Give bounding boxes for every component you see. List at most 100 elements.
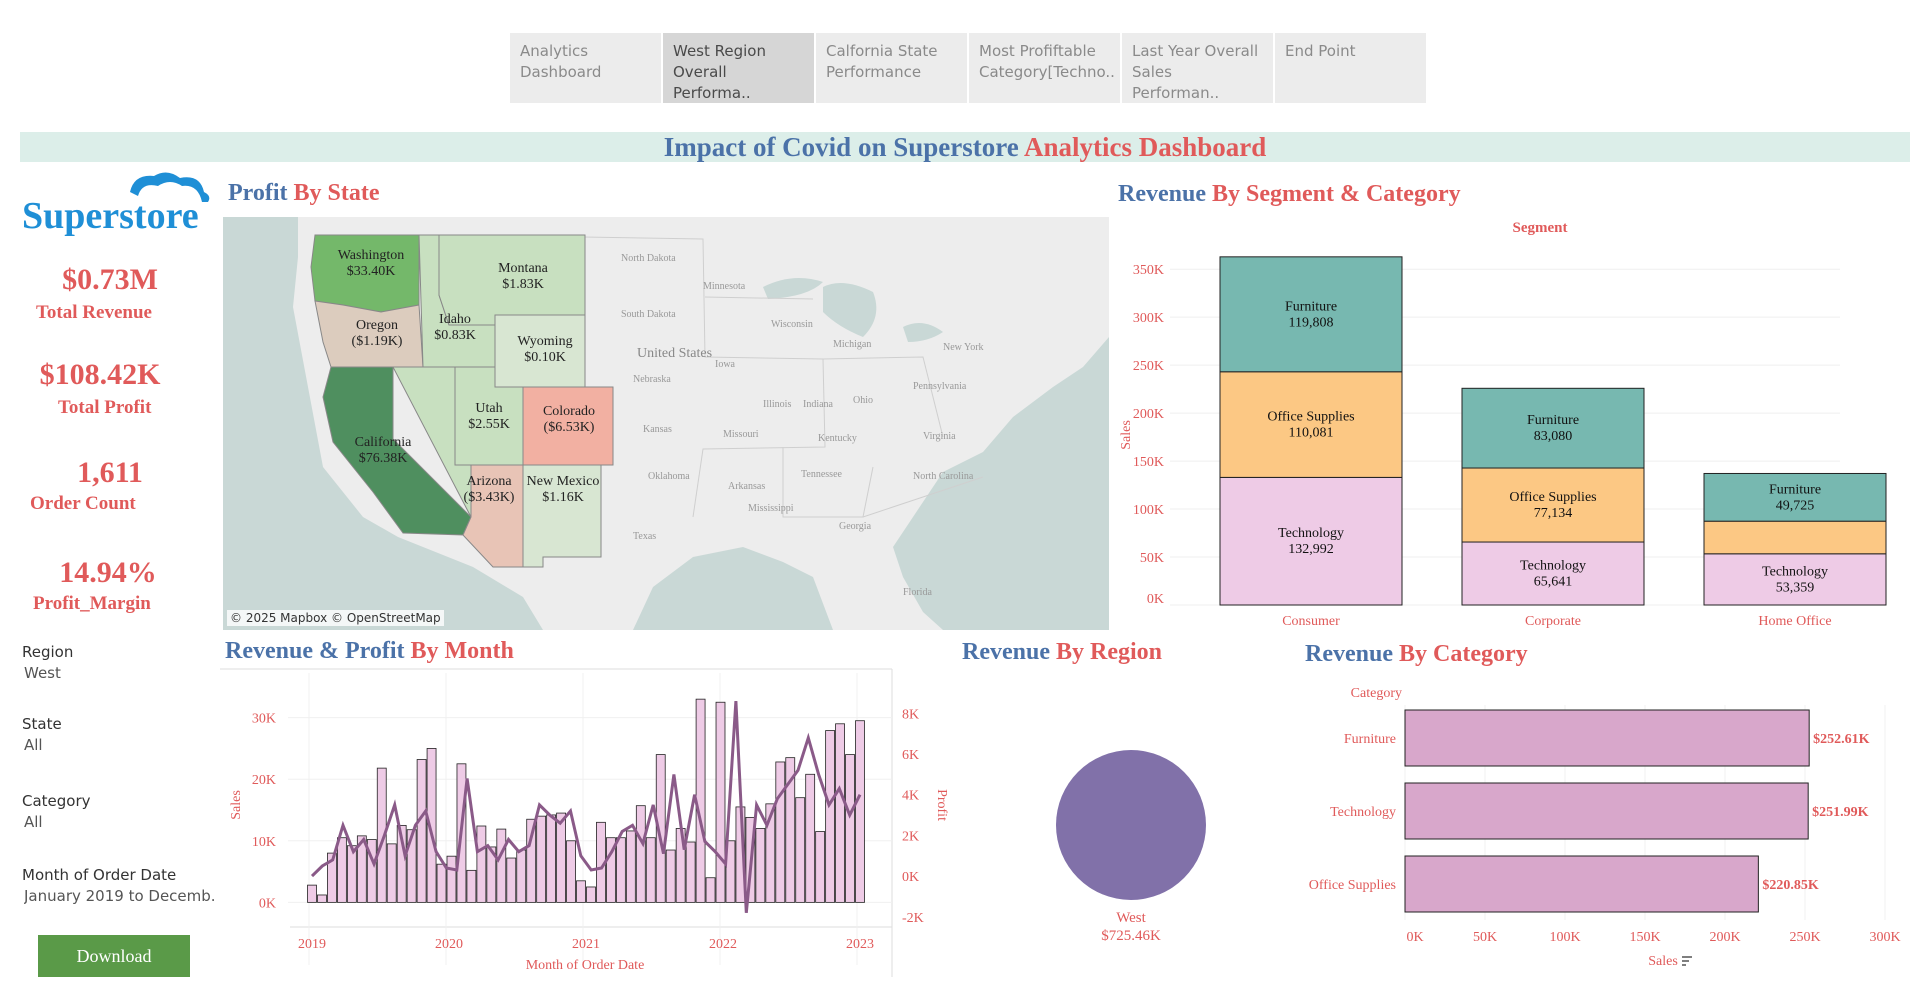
tab-analytics-dashboard[interactable]: Analytics Dashboard xyxy=(510,33,661,103)
month-sales-bar[interactable] xyxy=(785,757,796,903)
month-sales-bar[interactable] xyxy=(337,837,347,903)
segment-bar[interactable] xyxy=(1219,476,1403,606)
sort-icon[interactable] xyxy=(1682,956,1692,966)
state-colorado[interactable] xyxy=(522,386,614,466)
segment-y-tick: 0K xyxy=(1147,592,1164,607)
month-sales-bar[interactable] xyxy=(775,761,786,903)
filter-state-value[interactable]: All xyxy=(24,736,43,754)
month-y2-tick: 0K xyxy=(902,870,919,885)
month-sales-bar[interactable] xyxy=(655,754,666,903)
month-sales-bar[interactable] xyxy=(685,841,696,903)
month-sales-bar[interactable] xyxy=(327,852,337,903)
month-sales-bar[interactable] xyxy=(446,855,457,903)
month-sales-bar[interactable] xyxy=(546,814,557,903)
download-button[interactable]: Download xyxy=(38,935,190,977)
month-sales-bar[interactable] xyxy=(825,730,835,903)
month-sales-bar[interactable] xyxy=(486,846,497,903)
month-sales-bar[interactable] xyxy=(496,828,507,903)
month-sales-bar[interactable] xyxy=(615,837,626,903)
segment-y-tick: 200K xyxy=(1133,407,1164,422)
month-sales-bar[interactable] xyxy=(356,835,367,903)
month-sales-bar[interactable] xyxy=(376,767,387,903)
month-sales-bar[interactable] xyxy=(835,723,845,903)
tab-last-year-sales[interactable]: Last Year Overall Sales Performan.. xyxy=(1122,33,1273,103)
month-sales-bar[interactable] xyxy=(705,877,716,903)
segment-y-tick: 150K xyxy=(1133,455,1164,470)
logo-text: Superstore xyxy=(22,195,199,236)
segment-bar[interactable] xyxy=(1703,472,1887,522)
segment-bar[interactable] xyxy=(1703,520,1887,555)
tab-most-profitable-category[interactable]: Most Profiftable Category[Techno.. xyxy=(969,33,1120,103)
month-sales-bar[interactable] xyxy=(426,748,437,903)
month-sales-bar[interactable] xyxy=(845,754,855,903)
basemap-label: North Dakota xyxy=(621,253,676,264)
filter-region-value[interactable]: West xyxy=(24,664,61,682)
category-bar[interactable] xyxy=(1404,709,1810,767)
month-sales-bar[interactable] xyxy=(436,863,447,903)
segment-bar[interactable] xyxy=(1461,467,1645,543)
month-sales-bar[interactable] xyxy=(625,830,636,903)
month-sales-bar[interactable] xyxy=(317,894,327,903)
month-sales-bar[interactable] xyxy=(645,837,656,903)
segment-bar[interactable] xyxy=(1461,541,1645,606)
month-sales-bar[interactable] xyxy=(386,843,397,903)
category-bar[interactable] xyxy=(1404,855,1759,913)
state-oregon[interactable] xyxy=(314,300,424,368)
tab-west-region[interactable]: West Region Overall Performa.. xyxy=(663,33,814,103)
month-sales-bar[interactable] xyxy=(635,805,646,903)
segment-bar[interactable] xyxy=(1219,256,1403,373)
month-sales-bar[interactable] xyxy=(855,720,865,903)
segment-bar[interactable] xyxy=(1219,371,1403,478)
state-california[interactable] xyxy=(322,366,472,536)
tab-california-state[interactable]: Calfornia State Performance xyxy=(816,33,967,103)
month-sales-bar[interactable] xyxy=(536,815,547,903)
basemap-label: Missouri xyxy=(723,429,759,440)
month-sales-bar[interactable] xyxy=(556,812,566,903)
revenue-by-category-title-a: Revenue xyxy=(1305,641,1393,667)
month-sales-bar[interactable] xyxy=(476,825,487,903)
profit-by-state-map[interactable]: North Dakota South Dakota Minnesota Wisc… xyxy=(223,217,1109,630)
month-sales-bar[interactable] xyxy=(606,837,616,903)
month-sales-bar[interactable] xyxy=(366,839,377,903)
region-pie-slice[interactable] xyxy=(1056,750,1206,900)
month-x-tick: 2023 xyxy=(846,937,874,952)
revenue-by-region-title: Revenue By Region xyxy=(962,639,1162,666)
month-sales-bar[interactable] xyxy=(466,869,477,903)
month-sales-bar[interactable] xyxy=(755,828,766,903)
segment-bar-category-label: Furniture xyxy=(1527,413,1579,428)
month-sales-bar[interactable] xyxy=(346,845,357,903)
tab-end-point[interactable]: End Point xyxy=(1275,33,1426,103)
month-profit-line[interactable] xyxy=(310,701,862,913)
kpi-order-count-label: Order Count xyxy=(30,493,136,514)
month-sales-bar[interactable] xyxy=(406,829,417,903)
month-sales-bar[interactable] xyxy=(307,884,317,903)
month-sales-bar[interactable] xyxy=(586,886,596,903)
segment-bar[interactable] xyxy=(1461,387,1645,469)
month-sales-bar[interactable] xyxy=(815,831,826,903)
segment-bar[interactable] xyxy=(1703,553,1887,606)
month-sales-bar[interactable] xyxy=(576,880,586,903)
month-sales-bar[interactable] xyxy=(566,840,576,903)
segment-bar-value-label: 110,081 xyxy=(1289,426,1334,441)
month-sales-bar[interactable] xyxy=(526,818,537,903)
month-sales-bar[interactable] xyxy=(805,773,816,903)
state-label-new-mexico: New Mexico xyxy=(527,474,600,489)
revenue-by-region-chart: West $725.46K xyxy=(1056,750,1206,944)
month-sales-bar[interactable] xyxy=(516,849,527,903)
month-sales-bar[interactable] xyxy=(506,857,517,903)
state-new-mexico[interactable] xyxy=(522,464,602,568)
month-sales-bar[interactable] xyxy=(396,824,407,903)
month-sales-bar[interactable] xyxy=(765,803,776,903)
month-sales-bar[interactable] xyxy=(416,759,427,903)
revenue-by-segment-title: Revenue By Segment & Category xyxy=(1118,181,1461,208)
month-sales-bar[interactable] xyxy=(795,797,806,903)
filter-month-value[interactable]: January 2019 to Decemb.. xyxy=(24,887,216,905)
filter-category-value[interactable]: All xyxy=(24,813,43,831)
state-value-new-mexico: $1.16K xyxy=(542,490,584,505)
category-bar[interactable] xyxy=(1404,782,1809,840)
segment-y-tick: 100K xyxy=(1133,503,1164,518)
month-sales-bar[interactable] xyxy=(665,849,676,903)
segment-y-tick: 50K xyxy=(1140,551,1164,566)
month-sales-bar[interactable] xyxy=(725,840,736,903)
month-sales-bar[interactable] xyxy=(715,701,726,903)
